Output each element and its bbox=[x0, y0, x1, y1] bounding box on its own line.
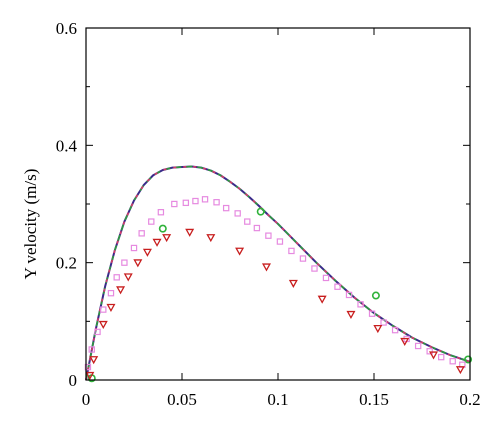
square-point bbox=[88, 346, 95, 353]
triangle-point bbox=[185, 228, 195, 237]
square-point bbox=[391, 326, 399, 334]
square-point bbox=[334, 283, 341, 290]
series-line-0 bbox=[85, 165, 471, 381]
square-point bbox=[121, 259, 128, 266]
square-point bbox=[234, 210, 241, 217]
square-point bbox=[222, 204, 230, 212]
square-point bbox=[171, 200, 178, 208]
square-point bbox=[107, 289, 115, 297]
y-tick-label: 0.4 bbox=[56, 136, 78, 155]
square-point bbox=[449, 358, 456, 365]
square-point bbox=[148, 218, 155, 225]
triangle-point bbox=[429, 351, 439, 360]
triangle-point bbox=[89, 356, 99, 365]
square-point bbox=[84, 363, 92, 371]
square-point bbox=[276, 238, 284, 245]
x-tick-label: 0.05 bbox=[167, 390, 197, 409]
triangle-point bbox=[288, 279, 298, 288]
triangle-point bbox=[400, 337, 410, 347]
circle-point bbox=[464, 355, 473, 364]
y-tick-label: 0 bbox=[69, 371, 78, 390]
plot-frame bbox=[85, 27, 471, 381]
square-point bbox=[244, 218, 251, 225]
square-point bbox=[299, 255, 307, 262]
square-point bbox=[345, 291, 353, 299]
triangle-point bbox=[346, 310, 356, 320]
circle-point bbox=[256, 207, 265, 216]
series-line-2 bbox=[85, 165, 471, 381]
circle-point bbox=[158, 224, 167, 233]
square-point bbox=[213, 199, 220, 206]
y-axis-title: Y velocity (m/s) bbox=[21, 169, 40, 280]
triangle-point bbox=[133, 259, 143, 268]
triangle-point bbox=[206, 234, 216, 243]
x-tick-label: 0.2 bbox=[459, 390, 480, 409]
square-point bbox=[201, 196, 209, 203]
x-tick-label: 0.1 bbox=[267, 390, 288, 409]
square-point bbox=[157, 209, 165, 216]
triangle-point bbox=[373, 325, 383, 334]
ticks-layer bbox=[85, 27, 471, 381]
triangle-point bbox=[162, 234, 172, 243]
square-point bbox=[253, 224, 261, 232]
circle-point bbox=[371, 291, 380, 300]
square-point bbox=[414, 342, 422, 350]
y-tick-label: 0.2 bbox=[56, 254, 77, 273]
x-tick-label: 0 bbox=[82, 390, 91, 409]
triangle-point bbox=[261, 263, 271, 272]
square-point bbox=[322, 274, 330, 282]
triangle-point bbox=[152, 238, 162, 247]
square-point bbox=[438, 353, 445, 361]
triangle-point bbox=[123, 273, 133, 282]
square-point bbox=[311, 265, 318, 272]
square-point bbox=[130, 244, 138, 252]
triangle-point bbox=[317, 295, 327, 304]
x-tick-label: 0.15 bbox=[359, 390, 389, 409]
y-tick-label: 0.6 bbox=[56, 19, 77, 38]
square-point bbox=[100, 306, 107, 313]
square-point bbox=[357, 301, 364, 308]
square-point bbox=[368, 310, 376, 317]
triangle-point bbox=[98, 320, 108, 330]
square-point bbox=[265, 232, 272, 239]
tick-labels-layer: 0 0.05 0.1 0.15 0.2 0 0.2 0.4 0.6 bbox=[56, 19, 481, 409]
square-point bbox=[192, 197, 199, 205]
square-point bbox=[380, 319, 387, 326]
triangle-point bbox=[106, 303, 116, 312]
triangle-point bbox=[85, 371, 95, 381]
triangle-point bbox=[235, 247, 245, 256]
square-point bbox=[288, 247, 295, 255]
square-point bbox=[94, 328, 101, 336]
triangle-point bbox=[116, 286, 126, 295]
square-point bbox=[113, 274, 120, 281]
triangle-point bbox=[455, 366, 465, 375]
square-point bbox=[426, 348, 433, 355]
series-layer bbox=[84, 165, 473, 383]
square-point bbox=[182, 199, 190, 207]
square-point bbox=[138, 230, 145, 237]
triangle-point bbox=[142, 248, 152, 257]
series-line-1 bbox=[85, 165, 471, 381]
